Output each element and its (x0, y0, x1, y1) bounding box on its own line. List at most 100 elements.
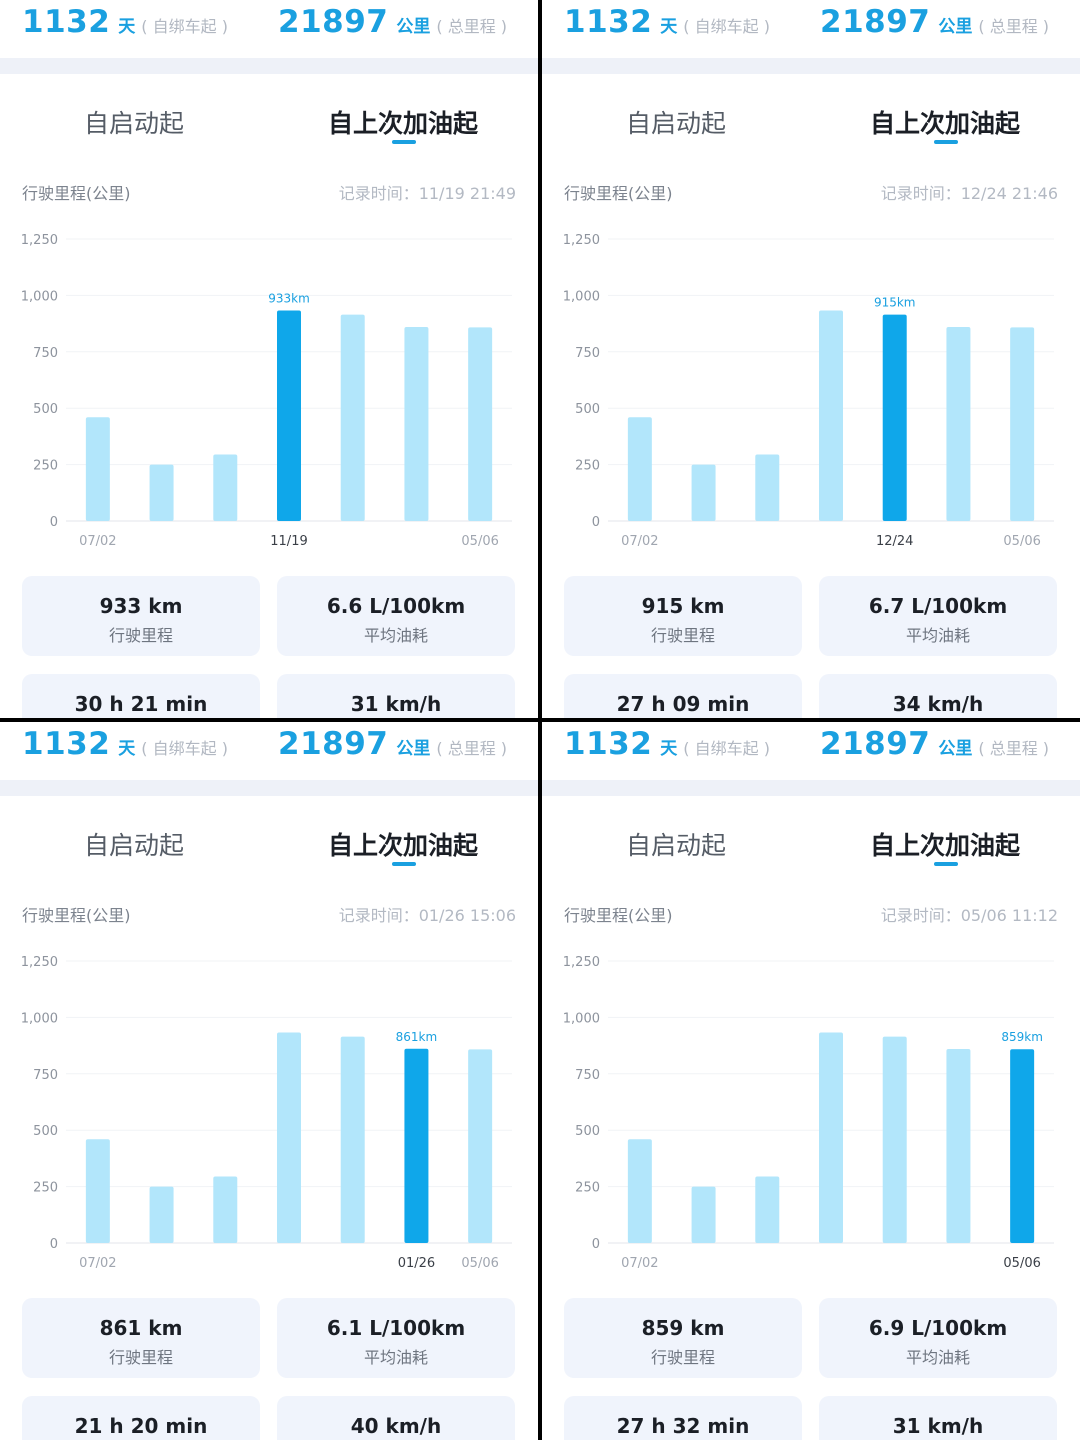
record-time: 记录时间：01/26 15:06 (338, 906, 516, 925)
bar[interactable] (149, 1186, 174, 1243)
total-km-unit: 公里 (938, 739, 973, 759)
bar[interactable] (755, 1176, 780, 1243)
stat-card-speed: 31 km/h (277, 674, 515, 718)
x-tick-label: 01/26 (398, 1256, 435, 1271)
bar[interactable] (149, 464, 174, 521)
total-km-stat: 21897 公里 ( 总里程 ) (278, 726, 507, 762)
tab-since-refuel[interactable]: 自上次加油起 (328, 109, 479, 138)
bar[interactable] (946, 326, 971, 521)
total-km-note: ( 总里程 ) (436, 739, 508, 758)
y-tick-label: 250 (33, 459, 58, 474)
total-km-stat: 21897 公里 ( 总里程 ) (820, 726, 1049, 762)
trip-panel: 1132 天 ( 自绑车起 ) 21897 公里 ( 总里程 ) 自启动起 自上… (542, 722, 1080, 1440)
bound-days-stat: 1132 天 ( 自绑车起 ) (22, 726, 228, 762)
x-tick-label: 05/06 (1003, 1256, 1040, 1271)
x-tick-label: 07/02 (621, 534, 658, 549)
bar[interactable] (755, 454, 780, 521)
total-km-unit: 公里 (938, 17, 973, 37)
y-tick-label: 0 (592, 1237, 600, 1252)
bar-selected[interactable] (404, 1048, 429, 1243)
bar[interactable] (1010, 327, 1035, 521)
bar[interactable] (627, 1139, 652, 1243)
bar[interactable] (946, 1048, 971, 1243)
x-tick-label: 07/02 (79, 1256, 116, 1271)
bound-days-unit: 天 (660, 17, 678, 37)
y-tick-label: 750 (33, 346, 58, 361)
y-tick-label: 250 (575, 459, 600, 474)
stat-card-duration: 21 h 20 min (22, 1396, 260, 1440)
bar[interactable] (819, 1032, 843, 1243)
x-tick-label: 05/06 (461, 1256, 498, 1271)
distance-value: 859 km (641, 1316, 725, 1340)
top-stats: 1132 天 ( 自绑车起 ) 21897 公里 ( 总里程 ) (542, 0, 1080, 58)
distance-label: 行驶里程 (108, 626, 173, 645)
mileage-bar-chart: 0 250 500 750 1,000 1,250 861km 07/02 01/26 05/06 (0, 944, 538, 1280)
bar[interactable] (627, 417, 652, 521)
bound-days-stat: 1132 天 ( 自绑车起 ) (564, 4, 770, 40)
tab-since-refuel[interactable]: 自上次加油起 (870, 831, 1021, 860)
bar-selected[interactable] (882, 314, 907, 521)
bar[interactable] (691, 464, 716, 521)
stat-card-fuel: 6.9 L/100km 平均油耗 (819, 1298, 1057, 1378)
fuel-value: 6.7 L/100km (868, 594, 1008, 618)
bar[interactable] (213, 454, 238, 521)
bar-chart-svg: 0 250 500 750 1,000 1,250 859km 07/02 05/06 (563, 955, 1054, 1271)
distance-value: 861 km (99, 1316, 183, 1340)
speed-value: 31 km/h (892, 1414, 984, 1438)
tab-since-start[interactable]: 自启动起 (626, 831, 727, 860)
section-divider (542, 780, 1080, 796)
bound-days-note: ( 自绑车起 ) (683, 739, 770, 758)
active-tab-indicator (934, 140, 958, 144)
total-km-note: ( 总里程 ) (978, 17, 1050, 36)
bar[interactable] (882, 1036, 907, 1243)
stat-card-speed: 34 km/h (819, 674, 1057, 718)
y-tick-label: 750 (33, 1068, 58, 1083)
active-tab-indicator (934, 862, 958, 866)
x-tick-label: 11/19 (270, 534, 307, 549)
bound-days-unit: 天 (660, 739, 678, 759)
top-stats: 1132 天 ( 自绑车起 ) 21897 公里 ( 总里程 ) (0, 722, 538, 780)
distance-value: 915 km (641, 594, 725, 618)
stat-card-fuel: 6.7 L/100km 平均油耗 (819, 576, 1057, 656)
bar[interactable] (340, 314, 365, 521)
section-divider (0, 780, 538, 796)
duration-value: 27 h 32 min (616, 1414, 750, 1438)
record-time: 记录时间：11/19 21:49 (338, 184, 516, 203)
bar[interactable] (277, 1032, 301, 1243)
total-km-note: ( 总里程 ) (978, 739, 1050, 758)
y-tick-label: 1,250 (563, 955, 600, 970)
stat-card-distance: 859 km 行驶里程 (564, 1298, 802, 1378)
y-tick-label: 500 (33, 402, 58, 417)
bar[interactable] (85, 417, 110, 521)
fuel-value: 6.6 L/100km (326, 594, 466, 618)
bar[interactable] (85, 1139, 110, 1243)
distance-value: 933 km (99, 594, 183, 618)
tab-since-start[interactable]: 自启动起 (84, 109, 185, 138)
y-tick-label: 1,250 (563, 233, 600, 248)
chart-title: 行驶里程(公里) (22, 184, 131, 203)
tab-since-refuel[interactable]: 自上次加油起 (870, 109, 1021, 138)
fuel-value: 6.9 L/100km (868, 1316, 1008, 1340)
tab-since-start[interactable]: 自启动起 (626, 109, 727, 138)
y-tick-label: 250 (575, 1181, 600, 1196)
bar-selected[interactable] (1010, 1049, 1035, 1243)
x-tick-label: 12/24 (876, 534, 913, 549)
bar[interactable] (340, 1036, 365, 1243)
bar[interactable] (468, 1049, 493, 1243)
tab-since-refuel[interactable]: 自上次加油起 (328, 831, 479, 860)
stat-card-duration: 27 h 32 min (564, 1396, 802, 1440)
y-tick-label: 750 (575, 346, 600, 361)
speed-value: 34 km/h (892, 692, 984, 716)
bar[interactable] (404, 326, 429, 521)
y-tick-label: 750 (575, 1068, 600, 1083)
bar[interactable] (691, 1186, 716, 1243)
tab-since-start[interactable]: 自启动起 (84, 831, 185, 860)
y-tick-label: 1,000 (563, 289, 600, 304)
trip-panel: 1132 天 ( 自绑车起 ) 21897 公里 ( 总里程 ) 自启动起 自上… (0, 722, 538, 1440)
bar-selected[interactable] (277, 310, 301, 521)
trip-panel: 1132 天 ( 自绑车起 ) 21897 公里 ( 总里程 ) 自启动起 自上… (0, 0, 538, 718)
bar[interactable] (213, 1176, 238, 1243)
bar[interactable] (819, 310, 843, 521)
bar[interactable] (468, 327, 493, 521)
